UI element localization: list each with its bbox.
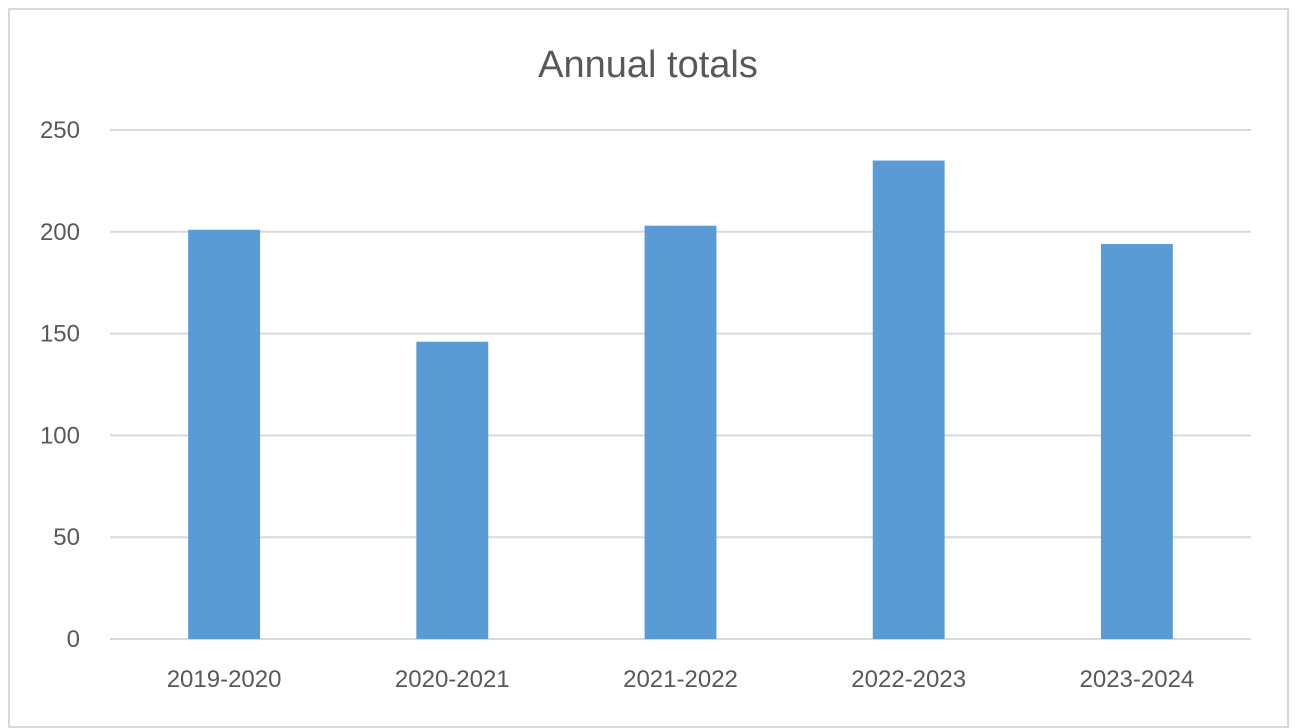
- bar-2021-2022: [644, 225, 717, 639]
- chart-title: Annual totals: [538, 44, 758, 86]
- x-axis-ticks: 2019-2020 2020-2021 2021-2022 2022-2023 2023…: [167, 666, 1195, 693]
- y-tick-label: 0: [67, 626, 80, 653]
- x-tick-label: 2021-2022: [623, 666, 738, 693]
- y-tick-label: 250: [40, 117, 80, 144]
- bar-2022-2023: [872, 160, 945, 640]
- y-tick-label: 50: [53, 524, 80, 551]
- x-tick-label: 2022-2023: [851, 666, 966, 693]
- y-tick-label: 150: [40, 321, 80, 348]
- y-axis-ticks: 0 50 100 150 200 250: [40, 117, 80, 653]
- bars: [188, 160, 1173, 640]
- y-tick-label: 200: [40, 219, 80, 246]
- bar-2019-2020: [188, 229, 261, 640]
- x-tick-label: 2019-2020: [167, 666, 282, 693]
- bar-2023-2024: [1100, 244, 1173, 640]
- x-tick-label: 2023-2024: [1080, 666, 1195, 693]
- x-tick-label: 2020-2021: [395, 666, 510, 693]
- y-tick-label: 100: [40, 422, 80, 449]
- bar-2020-2021: [416, 341, 489, 639]
